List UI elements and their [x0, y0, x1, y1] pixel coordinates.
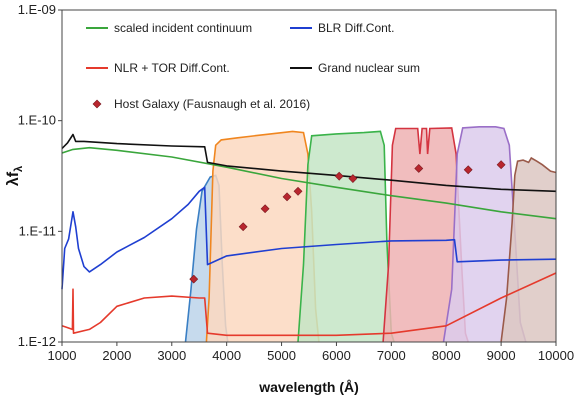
legend-label: scaled incident continuum [114, 21, 252, 35]
host-galaxy-point [293, 186, 303, 196]
x-axis-label: wavelength (Å) [258, 379, 359, 395]
x-tick-label: 10000 [538, 348, 574, 363]
legend-label: Grand nuclear sum [318, 61, 420, 75]
filter-bands [184, 126, 557, 343]
filter-band-2-fill [206, 131, 319, 342]
host-galaxy-point [189, 274, 199, 284]
x-tick-label: 9000 [487, 348, 516, 363]
host-galaxy-point [463, 165, 473, 175]
filter-band-6-fill [501, 158, 556, 342]
host-galaxy-point [334, 171, 344, 181]
legend-label-host-galaxy: Host Galaxy (Fausnaugh et al. 2016) [114, 97, 310, 111]
host-galaxy-point [238, 222, 248, 232]
host-galaxy-point [260, 204, 270, 214]
y-tick-label: 1.E-09 [18, 2, 56, 17]
y-tick-label: 1.E-10 [18, 113, 56, 128]
x-tick-label: 2000 [102, 348, 131, 363]
y-tick-label: 1.E-11 [19, 223, 56, 238]
host-galaxy-point [414, 164, 424, 173]
host-galaxy-point [282, 192, 292, 202]
filter-band-6-outline [500, 156, 557, 343]
series-line-3 [61, 272, 557, 337]
series-group [61, 133, 557, 337]
x-tick-label: 8000 [432, 348, 461, 363]
filter-band-5-fill [443, 126, 526, 342]
legend-swatch-host-galaxy [92, 99, 102, 109]
y-tick-label: 1.E-12 [18, 334, 56, 349]
x-tick-label: 4000 [212, 348, 241, 363]
filter-band-3-fill [298, 131, 395, 342]
x-tick-label: 6000 [322, 348, 351, 363]
legend-label: BLR Diff.Cont. [318, 21, 394, 35]
host-galaxy-point [496, 160, 506, 170]
legend: scaled incident continuum BLR Diff.Cont. N… [86, 21, 420, 111]
legend-label: NLR + TOR Diff.Cont. [114, 61, 230, 75]
y-axis-label-sub: λ [13, 166, 25, 172]
series-line-4 [61, 133, 557, 193]
x-tick-label: 1000 [48, 348, 77, 363]
x-tick-label: 7000 [377, 348, 406, 363]
axes: 1000 2000 3000 4000 5000 6000 7000 8000 9000 1000… [18, 2, 574, 363]
series-line-2 [61, 186, 557, 290]
plot-frame [61, 9, 557, 343]
x-tick-label: 5000 [267, 348, 296, 363]
host-galaxy-point [348, 174, 358, 183]
x-tick-label: 3000 [157, 348, 186, 363]
series-line-1 [61, 146, 557, 220]
y-axis-label: λfλ [5, 166, 25, 186]
y-axis-label-main: λf [5, 171, 22, 186]
host-galaxy-markers [189, 160, 506, 284]
